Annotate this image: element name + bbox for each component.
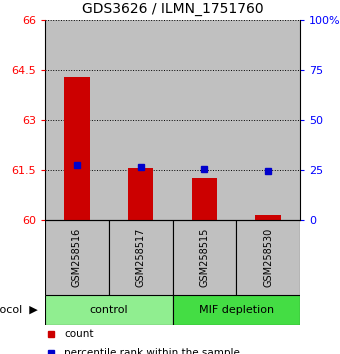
Bar <box>45 295 172 325</box>
Bar <box>236 20 300 220</box>
Bar <box>109 220 172 295</box>
Bar <box>172 220 236 295</box>
Bar <box>172 295 300 325</box>
Bar <box>45 220 109 295</box>
Text: count: count <box>64 329 94 339</box>
Text: GSM258516: GSM258516 <box>72 228 82 287</box>
Bar <box>128 169 153 220</box>
Title: GDS3626 / ILMN_1751760: GDS3626 / ILMN_1751760 <box>82 2 263 16</box>
Text: GSM258515: GSM258515 <box>199 228 209 287</box>
Bar <box>109 20 172 220</box>
Text: GSM258517: GSM258517 <box>136 228 146 287</box>
Text: GSM258530: GSM258530 <box>263 228 273 287</box>
Bar <box>45 20 109 220</box>
Bar <box>172 20 236 220</box>
Text: control: control <box>89 305 128 315</box>
Bar <box>64 77 90 220</box>
Text: MIF depletion: MIF depletion <box>199 305 274 315</box>
Text: percentile rank within the sample: percentile rank within the sample <box>64 348 240 354</box>
Bar <box>255 215 281 220</box>
Bar <box>236 220 300 295</box>
Text: protocol  ▶: protocol ▶ <box>0 305 38 315</box>
Bar <box>192 178 217 220</box>
